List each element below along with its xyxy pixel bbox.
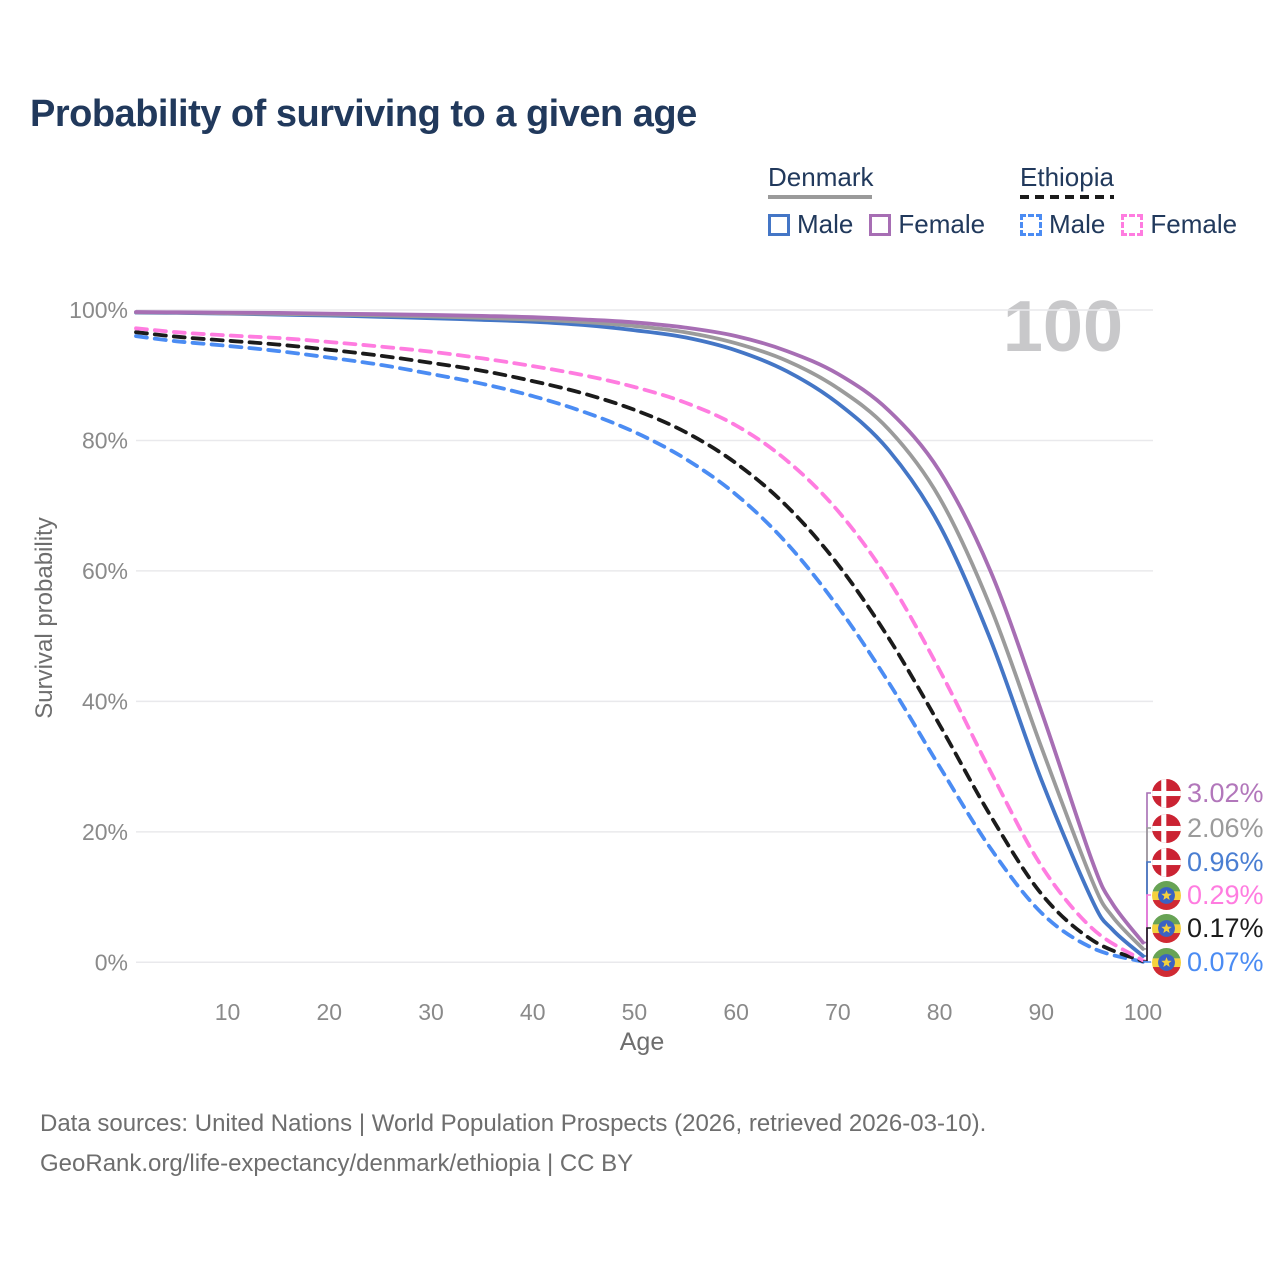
denmark-flag-icon	[1152, 779, 1181, 808]
legend-item-ethiopia-male[interactable]: Male	[1020, 209, 1105, 240]
page-title: Probability of surviving to a given age	[30, 93, 697, 135]
end-label-value: 3.02%	[1187, 778, 1264, 808]
x-tick-label: 50	[622, 999, 648, 1025]
legend-item-label: Female	[898, 209, 986, 239]
end-label-value: 0.29%	[1187, 880, 1264, 910]
end-label-denmark-both: 2.06%	[1152, 813, 1264, 844]
y-tick-label: 0%	[95, 949, 128, 975]
y-tick-label: 60%	[82, 558, 128, 584]
denmark-flag-icon	[1152, 848, 1181, 877]
end-label-value: 0.17%	[1187, 913, 1264, 943]
y-tick-label: 40%	[82, 688, 128, 714]
footer-sources-line: Data sources: United Nations | World Pop…	[40, 1110, 987, 1137]
x-tick-label: 100	[1124, 999, 1162, 1025]
denmark-flag-icon	[1152, 814, 1181, 843]
x-tick-label: 30	[418, 999, 444, 1025]
end-label-denmark-female: 3.02%	[1152, 778, 1264, 809]
end-label-value: 0.96%	[1187, 847, 1264, 877]
x-tick-label: 60	[723, 999, 749, 1025]
legend-country-label: Denmark	[768, 162, 874, 192]
end-label-ethiopia-both: 0.17%	[1152, 913, 1264, 944]
y-tick-label: 20%	[82, 819, 128, 845]
ethiopia-flag-icon	[1152, 881, 1181, 910]
end-label-ethiopia-female: 0.29%	[1152, 880, 1264, 911]
footer: Data sources: United Nations | World Pop…	[40, 1104, 986, 1184]
legend-item-label: Female	[1150, 209, 1238, 239]
y-tick-label: 100%	[69, 297, 128, 323]
x-tick-label: 70	[825, 999, 851, 1025]
end-label-value: 2.06%	[1187, 813, 1264, 843]
legend-item-ethiopia-female[interactable]: Female	[1121, 209, 1237, 240]
end-label-ethiopia-male: 0.07%	[1152, 947, 1264, 978]
legend-group-denmark: Denmark Male Female	[768, 162, 985, 240]
y-axis-title: Survival probability	[31, 517, 58, 719]
axis-max-watermark: 100	[1002, 287, 1123, 367]
legend-item-denmark-male[interactable]: Male	[768, 209, 853, 240]
x-tick-label: 40	[520, 999, 546, 1025]
legend-item-denmark-female[interactable]: Female	[869, 209, 985, 240]
legend-line-sample-dashed	[1020, 195, 1114, 199]
legend: Denmark Male Female Ethiopia Male	[0, 162, 1280, 252]
ethiopia-flag-icon	[1152, 948, 1181, 977]
end-label-value: 0.07%	[1187, 947, 1264, 977]
legend-swatch-icon	[869, 213, 892, 236]
end-label-denmark-male: 0.96%	[1152, 847, 1264, 878]
x-tick-label: 10	[215, 999, 241, 1025]
series-line-ethiopia-male	[134, 334, 1145, 964]
x-tick-label: 90	[1029, 999, 1055, 1025]
legend-item-label: Male	[797, 209, 854, 239]
series-line-denmark-male	[134, 310, 1145, 958]
legend-swatch-icon	[768, 213, 790, 236]
legend-swatch-icon	[1020, 213, 1042, 236]
x-tick-label: 80	[927, 999, 953, 1025]
legend-item-label: Male	[1049, 209, 1106, 239]
y-tick-label: 80%	[82, 427, 128, 453]
ethiopia-flag-icon	[1152, 914, 1181, 943]
series-line-denmark-female	[134, 310, 1145, 945]
legend-line-sample-solid	[768, 195, 872, 199]
x-tick-label: 20	[316, 999, 342, 1025]
footer-attribution-line: GeoRank.org/life-expectancy/denmark/ethi…	[40, 1150, 634, 1177]
legend-swatch-icon	[1121, 213, 1144, 236]
legend-group-ethiopia: Ethiopia Male Female	[1020, 162, 1237, 240]
x-axis-title: Age	[619, 1028, 665, 1056]
series-line-ethiopia-female	[134, 326, 1145, 963]
series-line-ethiopia-both	[134, 330, 1145, 964]
legend-country-label: Ethiopia	[1020, 162, 1114, 192]
